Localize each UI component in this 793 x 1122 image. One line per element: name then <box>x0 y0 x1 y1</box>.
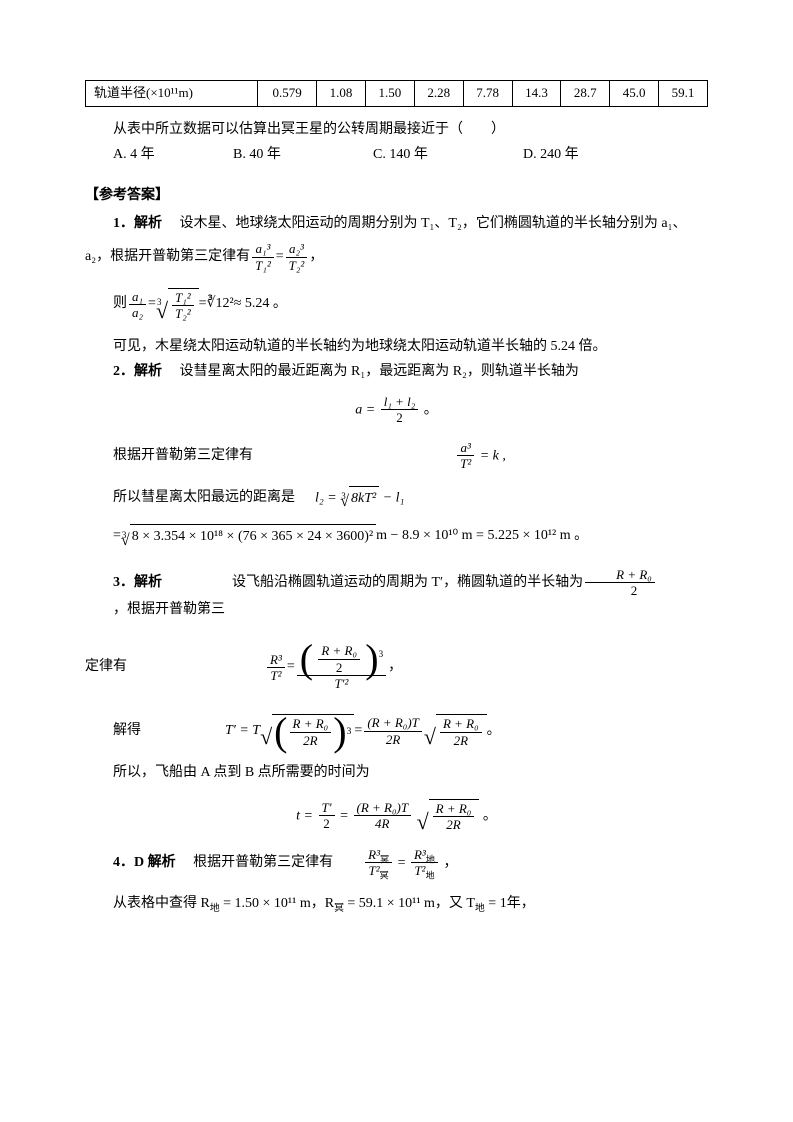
text: 根据开普勒第三定律有 <box>85 445 253 467</box>
text: 则 <box>113 293 127 315</box>
sol4-line2: 从表格中查得 R地 = 1.50 × 10¹¹ m，R冥 = 59.1 × 10… <box>85 893 708 915</box>
table-cell: 7.78 <box>463 81 512 107</box>
table-cell: 59.1 <box>659 81 708 107</box>
fraction: a₂³ T₂² <box>286 241 308 273</box>
option-a: A. 4 年 <box>113 144 233 166</box>
sol2-eq1: a = l₁ + l₂ 2 。 <box>85 394 708 426</box>
sol2-eq4: = √3 8 × 3.354 × 10¹⁸ × (76 × 365 × 24 ×… <box>85 524 708 548</box>
text: l₂ = <box>315 490 337 505</box>
fraction: a₁³ T₁² <box>252 241 274 273</box>
cube-root: √3 T₁² T₂² <box>156 288 199 322</box>
question-options: A. 4 年 B. 40 年 C. 140 年 D. 240 年 <box>85 144 708 166</box>
table-row: 轨道半径(×10¹¹m) 0.579 1.08 1.50 2.28 7.78 1… <box>86 81 708 107</box>
table-cell: 1.08 <box>317 81 366 107</box>
fraction: (R + R₀)T 2R <box>364 715 422 747</box>
sol1-intro: 1．解析 设木星、地球绕太阳运动的周期分别为 T₁、T₂，它们椭圆轨道的半长轴分… <box>85 213 708 235</box>
table-cell: 1.50 <box>365 81 414 107</box>
table-cell: 14.3 <box>512 81 561 107</box>
fraction: R + R₀ 2 <box>585 567 655 599</box>
text: 定律有 <box>85 656 265 678</box>
text: ，根据开普勒第三 <box>85 599 225 621</box>
cube-root: √3 8 × 3.354 × 10¹⁸ × (76 × 365 × 24 × 3… <box>121 524 376 548</box>
fraction: R + R₀ 2R <box>440 716 482 748</box>
text: ∛12² <box>207 293 234 315</box>
sol3-intro: 3．解析 设飞船沿椭圆轨道运动的周期为 T′，椭圆轨道的半长轴为 R + R₀ … <box>85 567 708 622</box>
text: 所以彗星离太阳最远的距离是 <box>85 487 295 509</box>
sqrt: √ R + R₀ 2R <box>424 714 487 748</box>
sqrt: √ ( R + R₀ 2R )3 <box>260 714 354 748</box>
sol1-label: 1．解析 <box>113 216 162 231</box>
sqrt: √ R + R₀ 2R <box>417 799 480 833</box>
fraction: R³冥 T²冥 <box>365 847 392 879</box>
sol3-eq3: t = T′ 2 = (R + R₀)T 4R √ R + R₀ 2R 。 <box>85 799 708 833</box>
text: m − 8.9 × 10¹⁰ m = 5.225 × 10¹² m 。 <box>376 525 588 547</box>
sol1-eq2: 则 a₁ a₂ = √3 T₁² T₂² = ∛12² ≈ 5.24 。 <box>85 288 708 322</box>
option-b: B. 40 年 <box>233 144 373 166</box>
sol3-label: 3．解析 <box>85 572 162 594</box>
sol3-eq1: 定律有 R³ T² = ( R + R₀ 2 )3 T′² ， <box>85 643 708 692</box>
text: 设彗星离太阳的最近距离为 R₁，最远距离为 R₂，则轨道半长轴为 <box>180 364 579 379</box>
fraction: R + R₀ 2R <box>433 801 475 833</box>
table-cell: 2.28 <box>414 81 463 107</box>
text: T′ = T <box>225 720 260 742</box>
option-d: D. 240 年 <box>523 144 579 166</box>
text: a = <box>355 402 375 417</box>
sol4-label: 4．D 解析 <box>113 855 176 870</box>
cube-root: √3 8kT² <box>340 486 379 510</box>
answers-heading: 【参考答案】 <box>85 185 708 207</box>
sol1-concl: 可见，木星绕太阳运动轨道的半长轴约为地球绕太阳运动轨道半长轴的 5.24 倍。 <box>85 336 708 358</box>
table-cell: 28.7 <box>561 81 610 107</box>
fraction: R³ T² <box>267 652 285 684</box>
text: 根据开普勒第三定律有 <box>193 855 333 870</box>
fraction: a₁ a₂ <box>129 289 146 321</box>
option-c: C. 140 年 <box>373 144 523 166</box>
text: a₂，根据开普勒第三定律有 <box>85 246 250 268</box>
fraction: l₁ + l₂ 2 <box>381 394 419 426</box>
table-cell: 0.579 <box>258 81 317 107</box>
sol2-eq3: 所以彗星离太阳最远的距离是 l₂ = √3 8kT² − l₁ <box>85 486 708 510</box>
sol1-intro-text: 设木星、地球绕太阳运动的周期分别为 T₁、T₂，它们椭圆轨道的半长轴分别为 a₁… <box>180 216 687 231</box>
fraction: ( R + R₀ 2 )3 T′² <box>297 643 386 692</box>
text: 解得 <box>85 720 225 742</box>
fraction: R + R₀ 2 <box>318 643 360 675</box>
fraction: T′ 2 <box>319 800 335 832</box>
table-cell: 45.0 <box>610 81 659 107</box>
fraction: R + R₀ 2R <box>290 716 332 748</box>
text: − l₁ <box>383 490 405 505</box>
sol2-intro: 2．解析 设彗星离太阳的最近距离为 R₁，最远距离为 R₂，则轨道半长轴为 <box>85 361 708 383</box>
text: = k , <box>480 448 506 463</box>
sol3-line4: 所以，飞船由 A 点到 B 点所需要的时间为 <box>85 762 708 784</box>
text: ≈ 5.24 。 <box>234 293 287 315</box>
sol4-intro: 4．D 解析 根据开普勒第三定律有 R³冥 T²冥 = R³地 T²地 ， <box>85 847 708 879</box>
fraction: (R + R₀)T 4R <box>354 800 412 832</box>
orbit-radius-table: 轨道半径(×10¹¹m) 0.579 1.08 1.50 2.28 7.78 1… <box>85 80 708 107</box>
table-header-cell: 轨道半径(×10¹¹m) <box>86 81 258 107</box>
sol2-label: 2．解析 <box>113 364 162 379</box>
question-prompt: 从表中所立数据可以估算出冥王星的公转周期最接近于（ ） <box>85 119 708 141</box>
fraction: R³地 T²地 <box>411 847 438 879</box>
sol2-eq2: 根据开普勒第三定律有 a³ T² = k , <box>85 440 708 472</box>
sol3-eq2: 解得 T′ = T √ ( R + R₀ 2R )3 = (R + R₀)T 2… <box>85 714 708 748</box>
fraction: a³ T² <box>457 440 474 472</box>
sol1-eq1: a₂，根据开普勒第三定律有 a₁³ T₁² = a₂³ T₂² ， <box>85 241 708 273</box>
fraction: T₁² T₂² <box>172 290 194 322</box>
text: t = <box>296 808 313 823</box>
text: 设飞船沿椭圆轨道运动的周期为 T′，椭圆轨道的半长轴为 <box>204 572 583 594</box>
